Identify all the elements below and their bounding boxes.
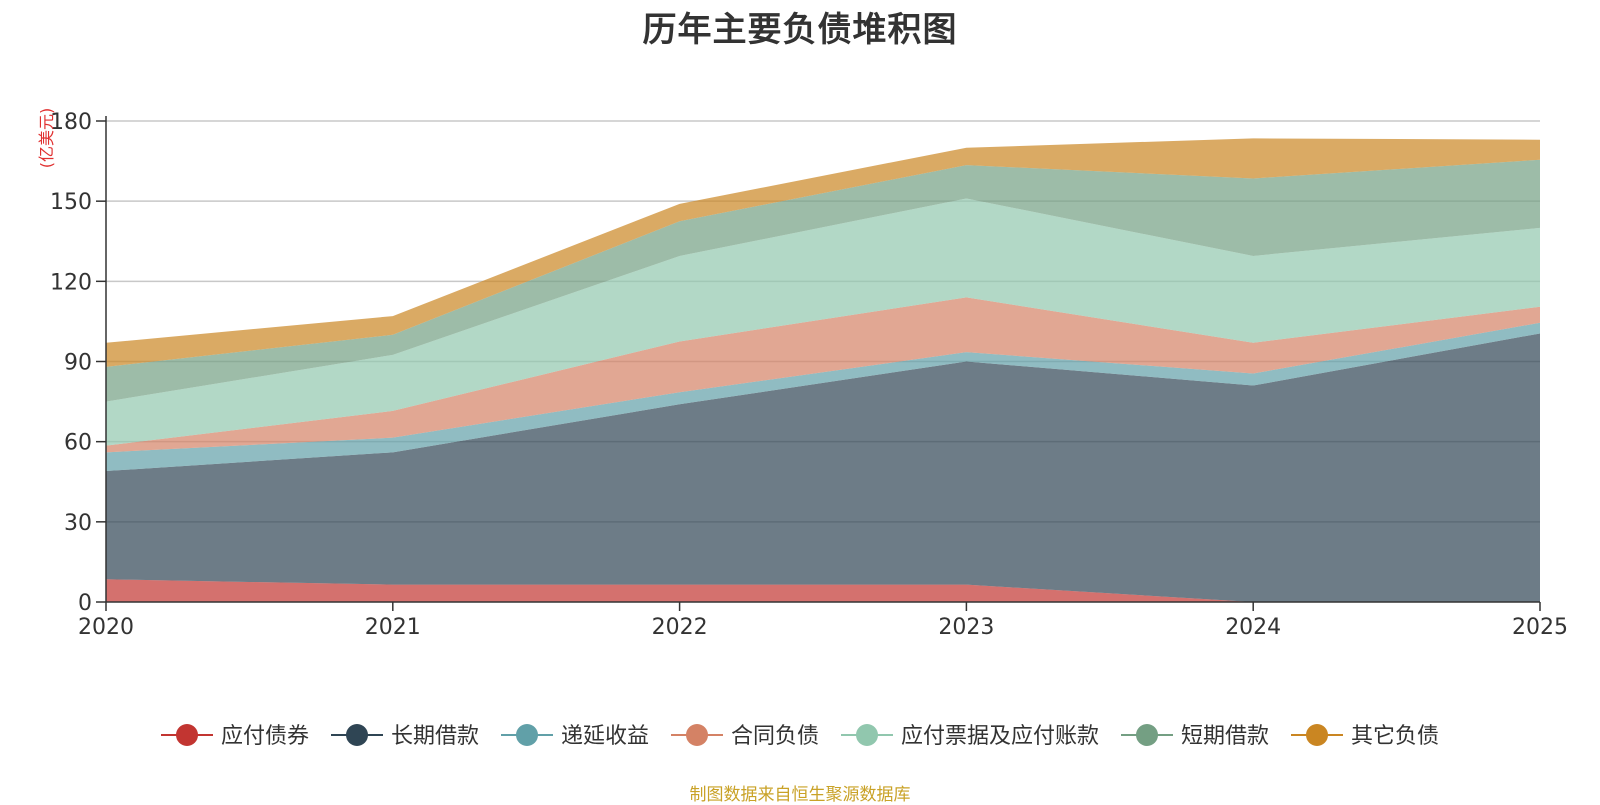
y-tick-label: 30 xyxy=(64,511,92,536)
area-series-7 xyxy=(106,138,1540,367)
source-note: 制图数据来自恒生聚源数据库 xyxy=(689,785,911,805)
y-tick-label: 180 xyxy=(50,110,92,135)
legend-circle-symbol xyxy=(346,724,368,746)
legend-label: 短期借款 xyxy=(1181,724,1269,749)
legend-item-3[interactable]: 递延收益 xyxy=(501,724,649,749)
y-tick-label: 60 xyxy=(64,431,92,456)
legend-item-4[interactable]: 合同负债 xyxy=(671,724,819,749)
legend-circle-symbol xyxy=(176,724,198,746)
x-tick-label: 2021 xyxy=(365,615,421,640)
area-series xyxy=(106,138,1540,602)
chart-title: 历年主要负债堆积图 xyxy=(642,10,958,50)
y-axis-unit-label: (亿美元) xyxy=(37,108,56,169)
x-tick-label: 2025 xyxy=(1512,615,1568,640)
legend-label: 其它负债 xyxy=(1351,724,1439,749)
legend-label: 应付债券 xyxy=(221,724,309,749)
legend-label: 长期借款 xyxy=(391,724,479,749)
legend-label: 递延收益 xyxy=(561,724,649,749)
x-tick-label: 2020 xyxy=(78,615,134,640)
legend-label: 应付票据及应付账款 xyxy=(901,724,1099,749)
area-series-4 xyxy=(106,297,1540,453)
area-series-6 xyxy=(106,159,1540,402)
x-tick-label: 2022 xyxy=(652,615,708,640)
legend-circle-symbol xyxy=(856,724,878,746)
legend-circle-symbol xyxy=(1306,724,1328,746)
area-series-1 xyxy=(106,579,1540,602)
area-series-2 xyxy=(106,333,1540,602)
legend-item-1[interactable]: 应付债券 xyxy=(161,724,309,749)
legend-item-7[interactable]: 其它负债 xyxy=(1291,724,1439,749)
y-tick-label: 0 xyxy=(78,591,92,616)
x-tick-label: 2024 xyxy=(1225,615,1281,640)
legend-circle-symbol xyxy=(686,724,708,746)
axes: 0 30 60 90 120 150 180 2020 2021 2022 2023 2024 2025 xyxy=(50,110,1568,640)
area-series-5 xyxy=(106,198,1540,446)
legend-circle-symbol xyxy=(516,724,538,746)
y-tick-label: 90 xyxy=(64,351,92,376)
legend-item-2[interactable]: 长期借款 xyxy=(331,724,479,749)
y-tick-label: 120 xyxy=(50,270,92,295)
legend-circle-symbol xyxy=(1136,724,1158,746)
x-tick-label: 2023 xyxy=(938,615,994,640)
legend-item-6[interactable]: 短期借款 xyxy=(1121,724,1269,749)
area-series-3 xyxy=(106,322,1540,472)
legend: 应付债券 长期借款 递延收益 合同负债 应付票据及应付账款 短期借款 其它负债 xyxy=(161,724,1439,749)
y-tick-label: 150 xyxy=(50,190,92,215)
legend-item-5[interactable]: 应付票据及应付账款 xyxy=(841,724,1099,749)
legend-label: 合同负债 xyxy=(731,724,819,749)
